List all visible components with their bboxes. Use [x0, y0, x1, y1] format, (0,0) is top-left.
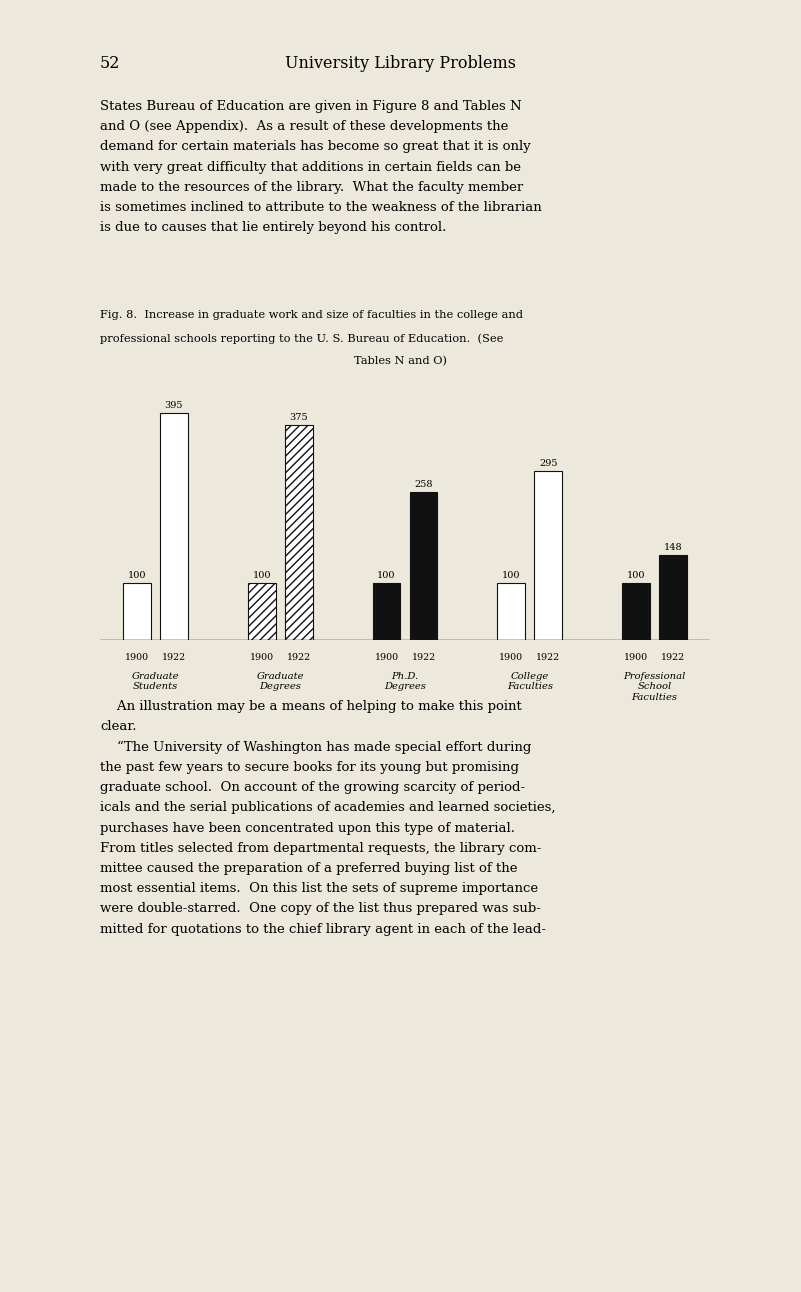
Text: 1900: 1900 [374, 652, 399, 662]
Text: 1900: 1900 [125, 652, 149, 662]
Text: 1900: 1900 [250, 652, 274, 662]
Bar [160, 413, 187, 640]
Text: Ph.D.
Degrees: Ph.D. Degrees [384, 672, 426, 691]
Bar [659, 556, 687, 640]
Bar [372, 583, 400, 640]
Text: 395: 395 [165, 402, 183, 411]
Text: 1900: 1900 [624, 652, 648, 662]
Text: 258: 258 [414, 479, 433, 488]
Bar [409, 492, 437, 640]
Bar [248, 583, 276, 640]
Text: Graduate
Students: Graduate Students [131, 672, 179, 691]
Text: An illustration may be a means of helping to make this point
clear.
    “The Uni: An illustration may be a means of helpin… [100, 700, 556, 935]
Text: 100: 100 [127, 571, 147, 580]
Text: 295: 295 [539, 459, 557, 468]
Bar [534, 470, 562, 640]
Text: 1900: 1900 [499, 652, 523, 662]
Text: 1922: 1922 [661, 652, 685, 662]
Text: Graduate
Degrees: Graduate Degrees [256, 672, 304, 691]
Text: 1922: 1922 [162, 652, 186, 662]
Text: 52: 52 [100, 56, 120, 72]
Text: 100: 100 [377, 571, 396, 580]
Text: 1922: 1922 [412, 652, 436, 662]
Text: 375: 375 [289, 412, 308, 421]
Text: 100: 100 [627, 571, 646, 580]
Bar [497, 583, 525, 640]
Text: Fig. 8.  Increase in graduate work and size of faculties in the college and: Fig. 8. Increase in graduate work and si… [100, 310, 523, 320]
Bar [285, 425, 312, 640]
Text: 100: 100 [502, 571, 521, 580]
Text: professional schools reporting to the U. S. Bureau of Education.  (See: professional schools reporting to the U.… [100, 333, 503, 344]
Text: 1922: 1922 [536, 652, 561, 662]
Text: 1922: 1922 [287, 652, 311, 662]
Bar [622, 583, 650, 640]
Text: Professional
School
Faculties: Professional School Faculties [623, 672, 686, 702]
Text: University Library Problems: University Library Problems [285, 56, 516, 72]
Text: 100: 100 [252, 571, 271, 580]
Text: College
Faculties: College Faculties [507, 672, 553, 691]
Bar [123, 583, 151, 640]
Text: States Bureau of Education are given in Figure 8 and Tables N
and O (see Appendi: States Bureau of Education are given in … [100, 99, 541, 234]
Text: 148: 148 [664, 543, 682, 552]
Text: Tables N and O): Tables N and O) [354, 357, 447, 367]
